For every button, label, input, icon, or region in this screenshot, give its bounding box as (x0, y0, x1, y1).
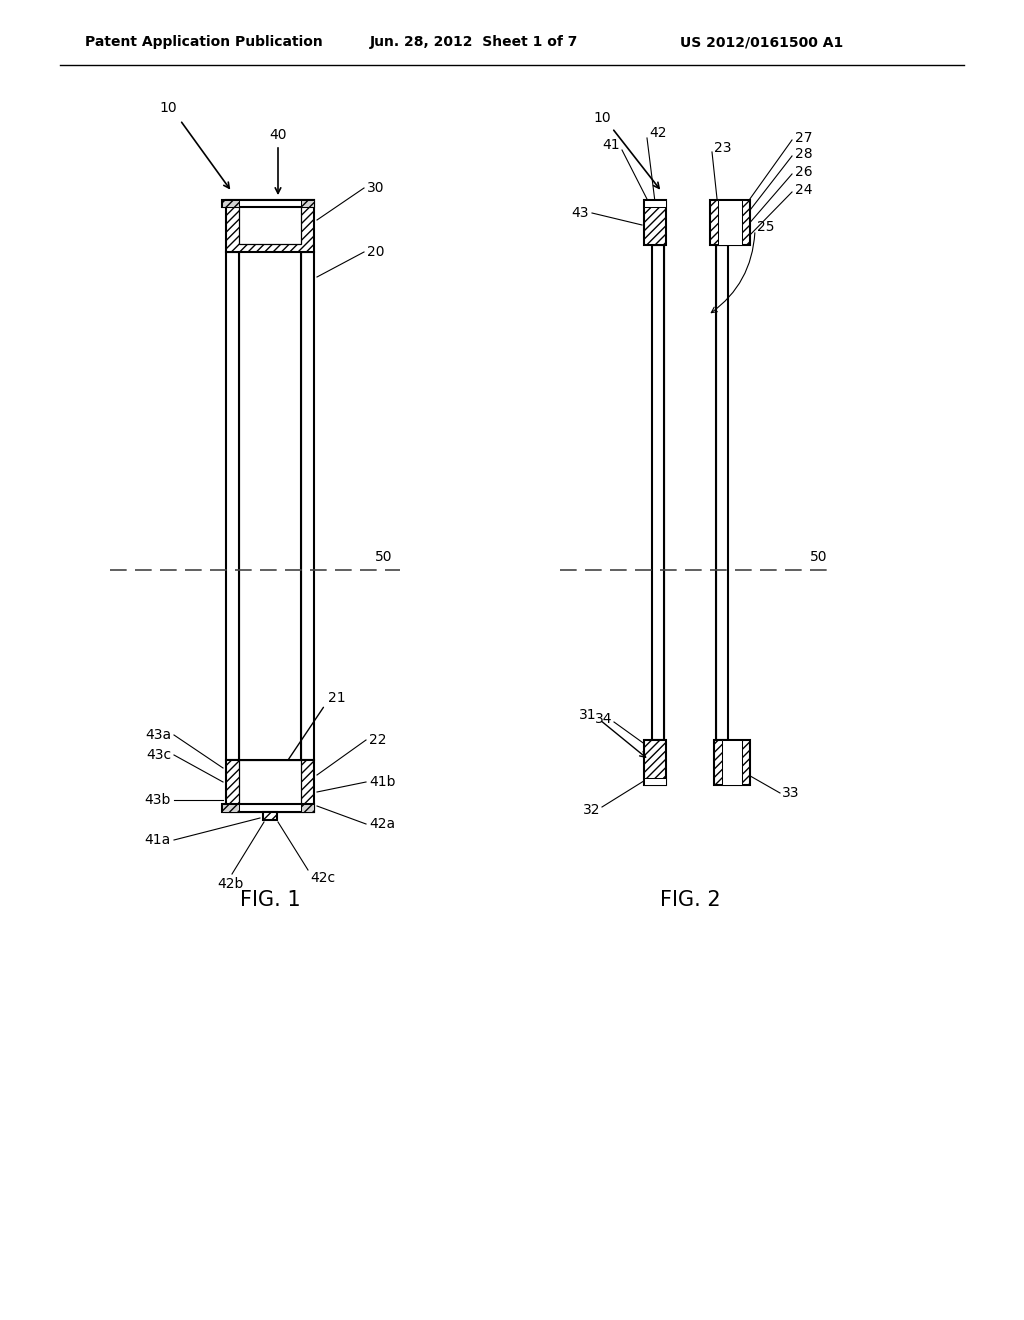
Bar (722, 741, 742, 785)
Text: 33: 33 (782, 785, 800, 800)
Bar (722, 741, 742, 785)
Text: 42b: 42b (217, 876, 243, 891)
Text: 22: 22 (369, 733, 386, 747)
Text: 43c: 43c (145, 748, 171, 762)
Bar (263, 812, 278, 820)
Bar (222, 201, 239, 207)
Text: 34: 34 (595, 711, 612, 726)
Bar (222, 201, 314, 207)
Bar (644, 741, 666, 785)
Text: 42: 42 (649, 125, 667, 140)
Text: 23: 23 (714, 141, 731, 154)
Bar (226, 201, 314, 252)
Bar (226, 252, 239, 760)
Text: 43a: 43a (144, 729, 171, 742)
Bar (222, 804, 239, 812)
Bar (714, 741, 750, 785)
Text: 21: 21 (328, 690, 346, 705)
Text: 42c: 42c (310, 871, 335, 884)
Bar (301, 201, 314, 207)
Bar (301, 804, 314, 812)
Text: 24: 24 (795, 183, 812, 197)
Text: 20: 20 (367, 246, 384, 259)
Bar (239, 760, 301, 804)
Text: FIG. 2: FIG. 2 (659, 890, 720, 909)
Bar (226, 760, 314, 812)
Text: 28: 28 (795, 147, 813, 161)
Text: 43: 43 (571, 206, 589, 220)
Bar (239, 201, 301, 244)
Bar (716, 246, 728, 741)
Text: 43b: 43b (144, 793, 171, 807)
Text: 31: 31 (580, 708, 597, 722)
Text: 10: 10 (159, 102, 177, 115)
Bar (222, 804, 314, 812)
Text: Jun. 28, 2012  Sheet 1 of 7: Jun. 28, 2012 Sheet 1 of 7 (370, 36, 579, 49)
Text: 32: 32 (583, 803, 600, 817)
Bar (644, 201, 666, 246)
Text: 26: 26 (795, 165, 813, 180)
Text: 41: 41 (602, 139, 620, 152)
Bar (718, 201, 742, 246)
Bar (710, 201, 750, 246)
Bar (644, 777, 666, 785)
Text: Patent Application Publication: Patent Application Publication (85, 36, 323, 49)
Text: 41a: 41a (144, 833, 171, 847)
Text: US 2012/0161500 A1: US 2012/0161500 A1 (680, 36, 843, 49)
Text: FIG. 1: FIG. 1 (240, 890, 300, 909)
Bar (239, 201, 301, 244)
Text: 25: 25 (757, 220, 774, 234)
Text: 41b: 41b (369, 775, 395, 789)
Bar (301, 252, 314, 760)
Text: 40: 40 (269, 128, 287, 143)
Bar (644, 201, 666, 207)
Text: 50: 50 (810, 550, 827, 564)
Text: 50: 50 (375, 550, 392, 564)
Text: 30: 30 (367, 181, 384, 195)
Bar (718, 201, 742, 246)
Bar (652, 246, 664, 741)
Text: 27: 27 (795, 131, 812, 145)
Text: 42a: 42a (369, 817, 395, 832)
Text: 10: 10 (593, 111, 610, 125)
